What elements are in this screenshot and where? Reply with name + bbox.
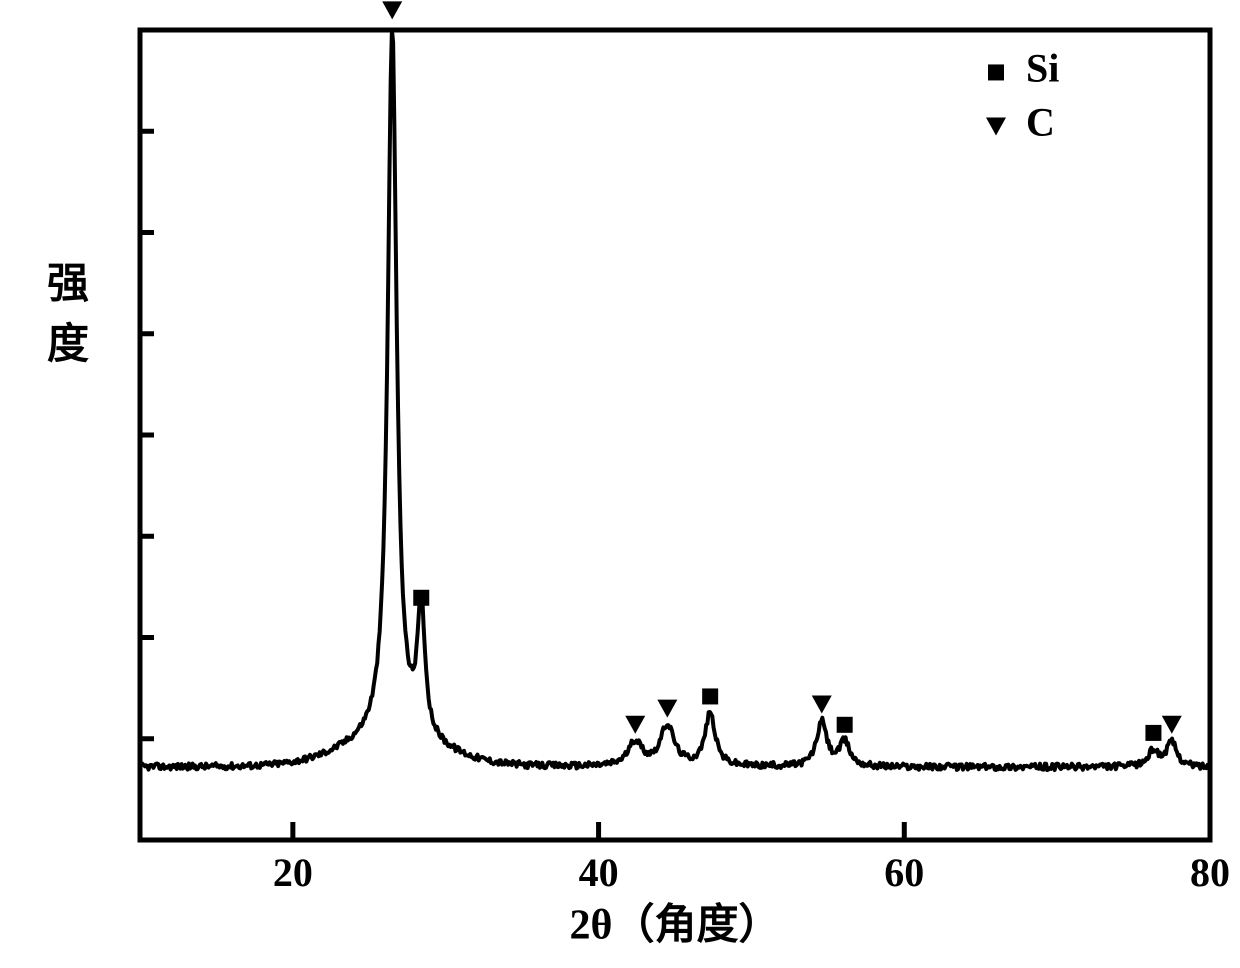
legend-label: C <box>1026 100 1055 145</box>
xrd-chart: 20 40 60 80 Si C 2θ（角度） 强度 <box>0 0 1240 968</box>
legend-label: Si <box>1026 46 1059 91</box>
square-marker-icon <box>413 590 429 606</box>
legend: Si C <box>986 46 1059 145</box>
chart-svg: 20 40 60 80 Si C 2θ（角度） 强度 <box>0 0 1240 968</box>
x-tick-label: 20 <box>273 850 313 895</box>
y-axis-label-char: 强 <box>47 261 89 307</box>
x-tick-label: 80 <box>1190 850 1230 895</box>
y-axis-label-char: 度 <box>47 321 89 368</box>
square-marker-icon <box>702 688 718 704</box>
square-marker-icon <box>988 64 1004 80</box>
triangle-marker-icon <box>986 117 1006 135</box>
triangle-marker-icon <box>812 696 832 714</box>
x-tick-label: 60 <box>884 850 924 895</box>
triangle-marker-icon <box>625 716 645 734</box>
y-axis-label: 强度 <box>47 261 89 368</box>
triangle-marker-icon <box>657 700 677 718</box>
x-tick-label: 40 <box>579 850 619 895</box>
triangle-marker-icon <box>1162 716 1182 734</box>
square-marker-icon <box>837 717 853 733</box>
x-axis-label: 2θ（角度） <box>570 902 781 949</box>
plot-border <box>140 30 1210 840</box>
square-marker-icon <box>1145 725 1161 741</box>
triangle-marker-icon <box>382 1 402 19</box>
